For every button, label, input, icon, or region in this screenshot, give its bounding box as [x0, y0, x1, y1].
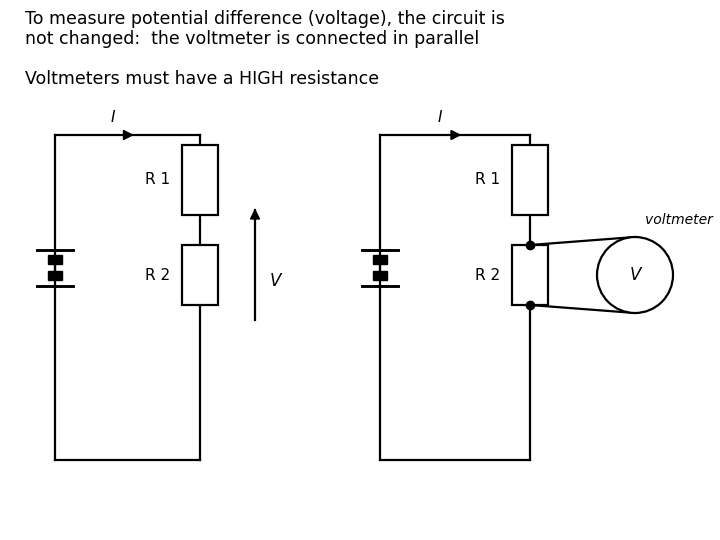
Bar — [48, 255, 62, 264]
Text: To measure potential difference (voltage), the circuit is: To measure potential difference (voltage… — [25, 10, 505, 28]
Text: R 1: R 1 — [475, 172, 500, 187]
Polygon shape — [124, 131, 132, 139]
Text: I: I — [438, 110, 442, 125]
Text: Voltmeters must have a HIGH resistance: Voltmeters must have a HIGH resistance — [25, 70, 379, 88]
Polygon shape — [251, 210, 259, 219]
Text: I: I — [110, 110, 114, 125]
Text: not changed:  the voltmeter is connected in parallel: not changed: the voltmeter is connected … — [25, 30, 480, 48]
Text: V: V — [629, 266, 641, 284]
Text: voltmeter: voltmeter — [645, 213, 713, 227]
Circle shape — [597, 237, 673, 313]
Text: V: V — [270, 273, 282, 291]
Bar — [512, 245, 548, 305]
Bar — [182, 245, 218, 305]
Bar — [182, 145, 218, 215]
Bar — [373, 255, 387, 264]
Text: R 1: R 1 — [145, 172, 170, 187]
Text: R 2: R 2 — [475, 267, 500, 282]
Bar — [373, 271, 387, 280]
Bar — [48, 271, 62, 280]
Text: R 2: R 2 — [145, 267, 170, 282]
Polygon shape — [451, 131, 460, 139]
Bar — [512, 145, 548, 215]
